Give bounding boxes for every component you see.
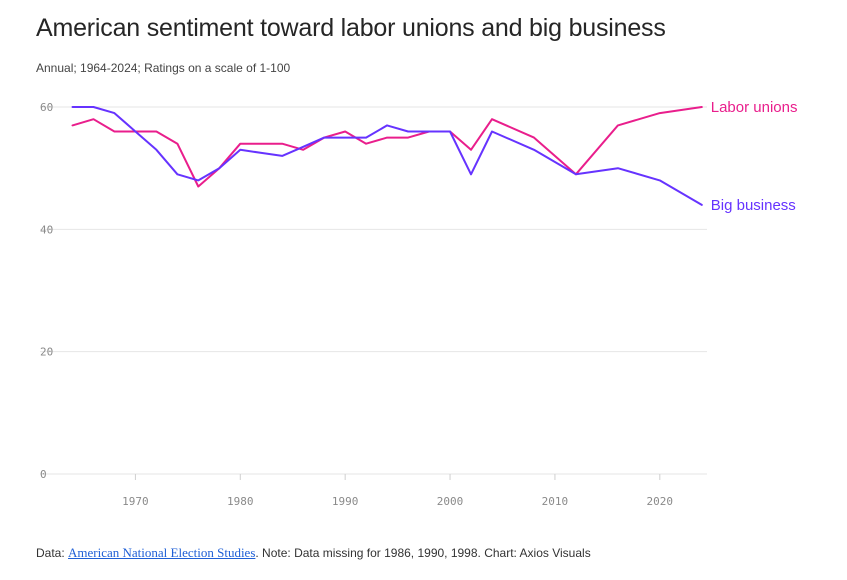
y-tick-label-20: 20: [40, 346, 53, 359]
x-axis-ticks: 1970 1980 1990 2000 2010 2020: [122, 474, 673, 508]
series-label-big-business: Big business: [711, 197, 796, 214]
footer-prefix: Data:: [36, 546, 69, 560]
x-tick-label-1980: 1980: [227, 495, 254, 508]
chart-footer: Data: American National Election Studies…: [36, 545, 591, 561]
y-tick-label-40: 40: [40, 223, 53, 236]
series-label-labor-unions: Labor unions: [711, 99, 798, 116]
gridlines: [40, 106, 707, 475]
footer-note: . Note: Data missing for 1986, 1990, 199…: [255, 546, 591, 560]
series-line-labor-unions: [71, 106, 703, 188]
source-link[interactable]: American National Election Studies: [68, 545, 256, 560]
y-tick-label-0: 0: [40, 468, 47, 481]
x-tick-label-1990: 1990: [332, 495, 359, 508]
x-tick-label-1970: 1970: [122, 495, 149, 508]
y-tick-label-60: 60: [40, 101, 53, 114]
series-labels: Labor unions Big business: [711, 99, 798, 214]
series-line-big-business: [71, 106, 703, 206]
chart-subtitle: Annual; 1964-2024; Ratings on a scale of…: [36, 61, 291, 75]
series-lines: [71, 106, 703, 206]
line-chart: 0 20 40 60 1970 1980 1990 2000 2010 2020 Labor u…: [40, 99, 798, 508]
x-tick-label-2020: 2020: [647, 495, 674, 508]
x-tick-label-2010: 2010: [542, 495, 569, 508]
chart-title: American sentiment toward labor unions a…: [36, 14, 666, 42]
x-tick-label-2000: 2000: [437, 495, 464, 508]
y-axis-ticks: 0 20 40 60: [40, 101, 53, 481]
